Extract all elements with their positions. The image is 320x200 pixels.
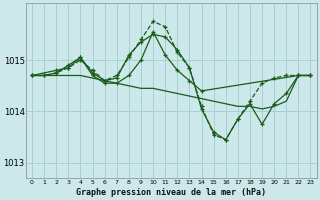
X-axis label: Graphe pression niveau de la mer (hPa): Graphe pression niveau de la mer (hPa) <box>76 188 266 197</box>
